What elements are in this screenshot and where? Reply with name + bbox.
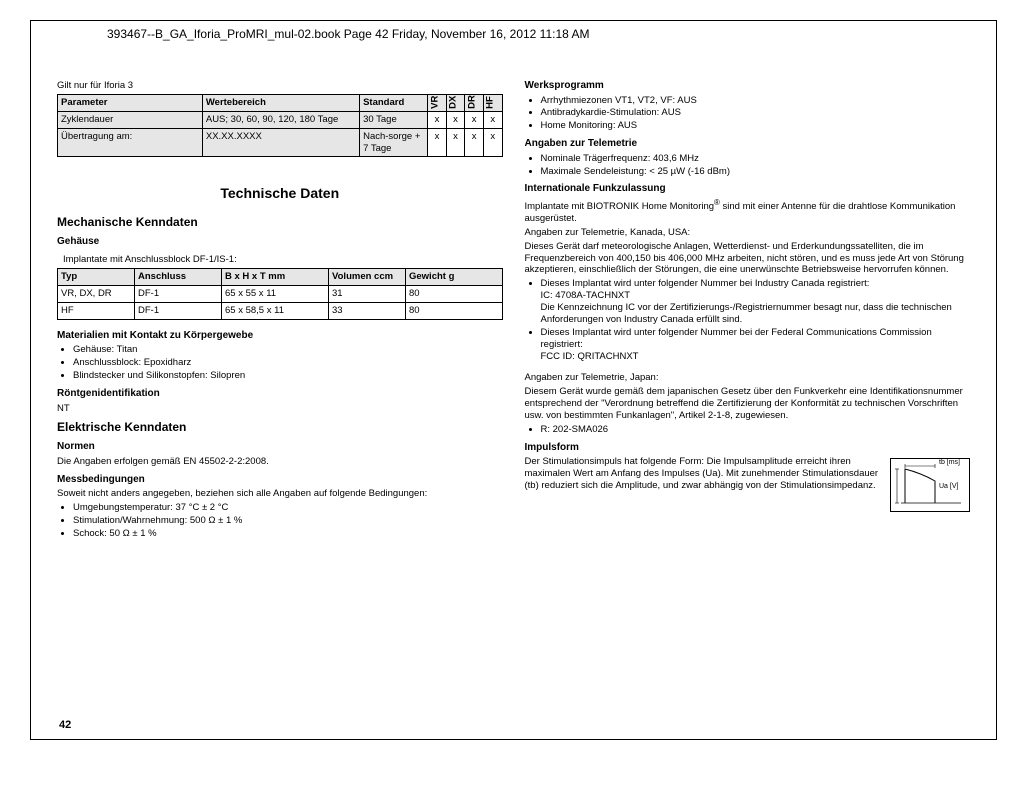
normen-title: Normen — [57, 441, 503, 454]
list-item: Gehäuse: Titan — [73, 344, 503, 356]
cell: 65 x 55 x 11 — [222, 286, 329, 303]
cell: x — [428, 111, 447, 128]
werk-list: Arrhythmiezonen VT1, VT2, VF: AUS Antibr… — [525, 95, 971, 133]
cell: x — [465, 111, 484, 128]
cell: Nach-sorge + 7 Tage — [360, 128, 428, 157]
list-item: Arrhythmiezonen VT1, VT2, VF: AUS — [541, 95, 971, 107]
mechanische-kenndaten-title: Mechanische Kenndaten — [57, 215, 503, 230]
right-column: Werksprogramm Arrhythmiezonen VT1, VT2, … — [525, 80, 971, 544]
list-item: Maximale Sendeleistung: < 25 µW (-16 dBm… — [541, 166, 971, 178]
text: Implantate mit BIOTRONIK Home Monitoring — [525, 201, 715, 212]
funk-p3: Dieses Gerät darf meteorologische Anlage… — [525, 241, 971, 277]
th-wertebereich: Wertebereich — [202, 94, 359, 111]
materials-list: Gehäuse: Titan Anschlussblock: Epoxidhar… — [57, 344, 503, 382]
japan-heading: Angaben zur Telemetrie, Japan: — [525, 372, 971, 384]
list-item: Nominale Trägerfrequenz: 403,6 MHz — [541, 153, 971, 165]
ic-line: IC: 4708A-TACHNXT — [541, 290, 971, 302]
cell: Zyklendauer — [58, 111, 203, 128]
parameter-table: Parameter Wertebereich Standard VR DX DR… — [57, 94, 503, 158]
page-number: 42 — [59, 719, 71, 733]
th: Gewicht g — [406, 269, 503, 286]
cell: 30 Tage — [360, 111, 428, 128]
text: Dieses Implantat wird unter folgender Nu… — [541, 278, 870, 289]
cell: x — [483, 111, 502, 128]
xray-value: NT — [57, 403, 503, 415]
list-item: Blindstecker und Silikonstopfen: Silopre… — [73, 370, 503, 382]
funk-p1: Implantate mit BIOTRONIK Home Monitoring… — [525, 198, 971, 225]
th: Anschluss — [135, 269, 222, 286]
th: Volumen ccm — [329, 269, 406, 286]
gehause-table: Typ Anschluss B x H x T mm Volumen ccm G… — [57, 268, 503, 320]
materials-title: Materialien mit Kontakt zu Körpergewebe — [57, 330, 503, 343]
ua-label: Ua [V] — [939, 483, 958, 492]
th: B x H x T mm — [222, 269, 329, 286]
cell: Übertragung am: — [58, 128, 203, 157]
th-dx: DX — [446, 94, 465, 111]
mess-list: Umgebungstemperatur: 37 °C ± 2 °C Stimul… — [57, 502, 503, 540]
cell: x — [483, 128, 502, 157]
list-item: Dieses Implantat wird unter folgender Nu… — [541, 327, 971, 363]
mess-text: Soweit nicht anders angegeben, beziehen … — [57, 488, 503, 500]
list-item: Home Monitoring: AUS — [541, 120, 971, 132]
cell: 80 — [406, 286, 503, 303]
th: Typ — [58, 269, 135, 286]
telemetrie-title: Angaben zur Telemetrie — [525, 138, 971, 151]
cell: 33 — [329, 303, 406, 320]
cell: DF-1 — [135, 286, 222, 303]
list-item: Schock: 50 Ω ± 1 % — [73, 528, 503, 540]
funk-list: Dieses Implantat wird unter folgender Nu… — [525, 278, 971, 362]
cell: x — [446, 128, 465, 157]
list-item: Dieses Implantat wird unter folgender Nu… — [541, 278, 971, 326]
impuls-text: Der Stimulationsimpuls hat folgende Form… — [525, 456, 881, 492]
fcc-line: FCC ID: QRITACHNXT — [541, 351, 971, 363]
th-hf: HF — [483, 94, 502, 111]
japan-list: R: 202-SMA026 — [525, 424, 971, 436]
cell: x — [446, 111, 465, 128]
technische-daten-title: Technische Daten — [57, 185, 503, 203]
list-item: Antibradykardie-Stimulation: AUS — [541, 107, 971, 119]
ic-note: Die Kennzeichnung IC vor der Zertifizier… — [541, 302, 971, 326]
cell: x — [428, 128, 447, 157]
left-column: Gilt nur für Iforia 3 Parameter Werteber… — [57, 80, 503, 544]
funk-title: Internationale Funkzulassung — [525, 183, 971, 196]
cell: 65 x 58,5 x 11 — [222, 303, 329, 320]
cell: HF — [58, 303, 135, 320]
cell: 80 — [406, 303, 503, 320]
book-path-header: 393467--B_GA_Iforia_ProMRI_mul-02.book P… — [107, 27, 986, 42]
japan-text: Diesem Gerät wurde gemäß dem japanischen… — [525, 386, 971, 422]
normen-text: Die Angaben erfolgen gemäß EN 45502-2-2:… — [57, 456, 503, 468]
elektrische-kenndaten-title: Elektrische Kenndaten — [57, 420, 503, 435]
list-item: Anschlussblock: Epoxidharz — [73, 357, 503, 369]
text: Dieses Implantat wird unter folgender Nu… — [541, 327, 932, 350]
cell: VR, DX, DR — [58, 286, 135, 303]
cell: AUS; 30, 60, 90, 120, 180 Tage — [202, 111, 359, 128]
th-standard: Standard — [360, 94, 428, 111]
tb-label: tb [ms] — [939, 459, 960, 468]
werksprogramm-title: Werksprogramm — [525, 80, 971, 93]
messbedingungen-title: Messbedingungen — [57, 474, 503, 487]
cell: x — [465, 128, 484, 157]
telemetrie-list: Nominale Trägerfrequenz: 403,6 MHz Maxim… — [525, 153, 971, 178]
th-dr: DR — [465, 94, 484, 111]
funk-p2: Angaben zur Telemetrie, Kanada, USA: — [525, 227, 971, 239]
gehause-title: Gehäuse — [57, 236, 503, 249]
list-item: R: 202-SMA026 — [541, 424, 971, 436]
gilt-note: Gilt nur für Iforia 3 — [57, 80, 503, 92]
impulsform-title: Impulsform — [525, 442, 971, 455]
cell: 31 — [329, 286, 406, 303]
anschluss-caption: Implantate mit Anschlussblock DF-1/IS-1: — [63, 254, 503, 266]
xray-title: Röntgenidentifikation — [57, 388, 503, 401]
cell: DF-1 — [135, 303, 222, 320]
pulse-diagram: tb [ms] Ua [V] — [890, 458, 970, 512]
th-vr: VR — [428, 94, 447, 111]
list-item: Umgebungstemperatur: 37 °C ± 2 °C — [73, 502, 503, 514]
list-item: Stimulation/Wahrnehmung: 500 Ω ± 1 % — [73, 515, 503, 527]
cell: XX.XX.XXXX — [202, 128, 359, 157]
th-parameter: Parameter — [58, 94, 203, 111]
